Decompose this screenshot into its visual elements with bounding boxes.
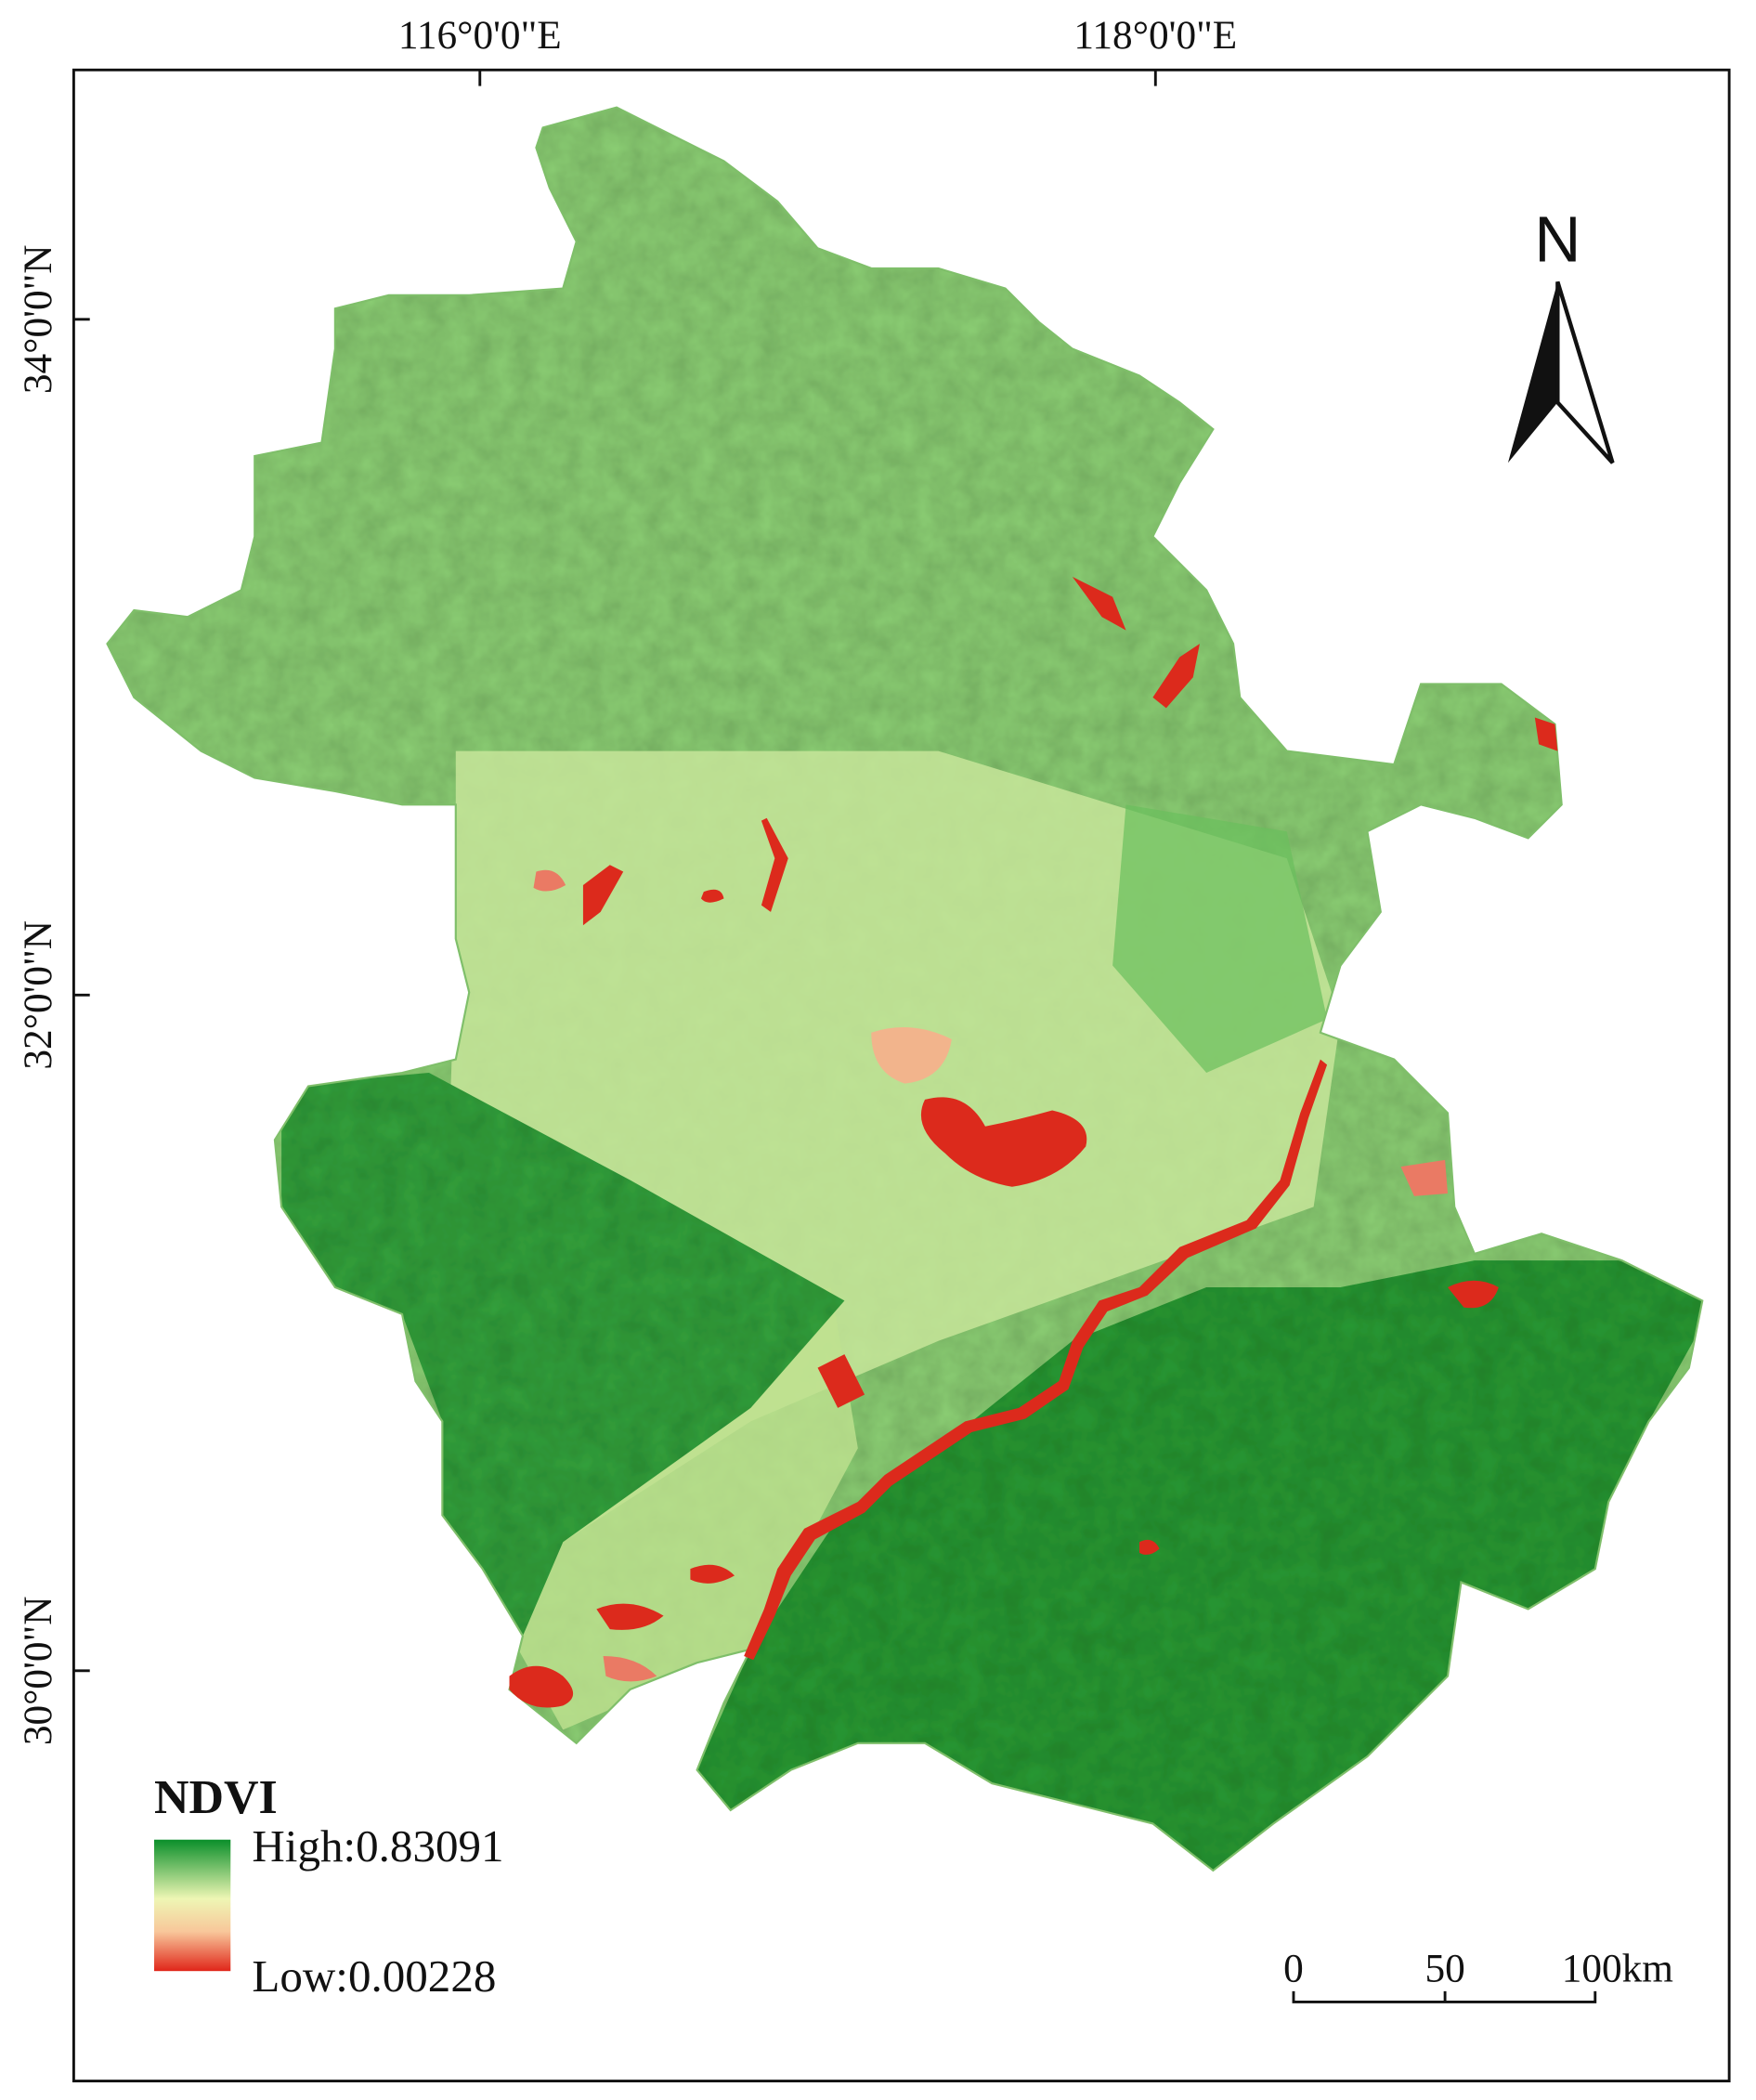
north-arrow: N <box>1507 203 1615 464</box>
north-label: N <box>1534 203 1580 276</box>
latitude-label: 32°0'0"N <box>16 920 60 1070</box>
legend: NDVI High:0.83091 Low:0.00228 <box>154 1771 504 2002</box>
longitude-label: 118°0'0"E <box>1073 13 1237 58</box>
ndvi-raster <box>107 107 1703 1871</box>
scale-label: 100km <box>1562 1947 1673 1991</box>
latitude-label: 30°0'0"N <box>16 1597 60 1746</box>
scale-bar: 0 50 100km <box>1283 1947 1673 2003</box>
water-bodies <box>509 576 1558 1708</box>
legend-title: NDVI <box>154 1771 278 1824</box>
scale-label: 50 <box>1424 1947 1464 1991</box>
map-frame <box>72 68 1731 2083</box>
longitude-label: 116°0'0"E <box>398 13 562 58</box>
latitude-label: 34°0'0"N <box>16 244 60 394</box>
legend-low: Low:0.00228 <box>252 1950 496 2002</box>
legend-high: High:0.83091 <box>252 1820 503 1872</box>
legend-gradient <box>154 1839 231 1972</box>
scale-label: 0 <box>1283 1947 1304 1991</box>
